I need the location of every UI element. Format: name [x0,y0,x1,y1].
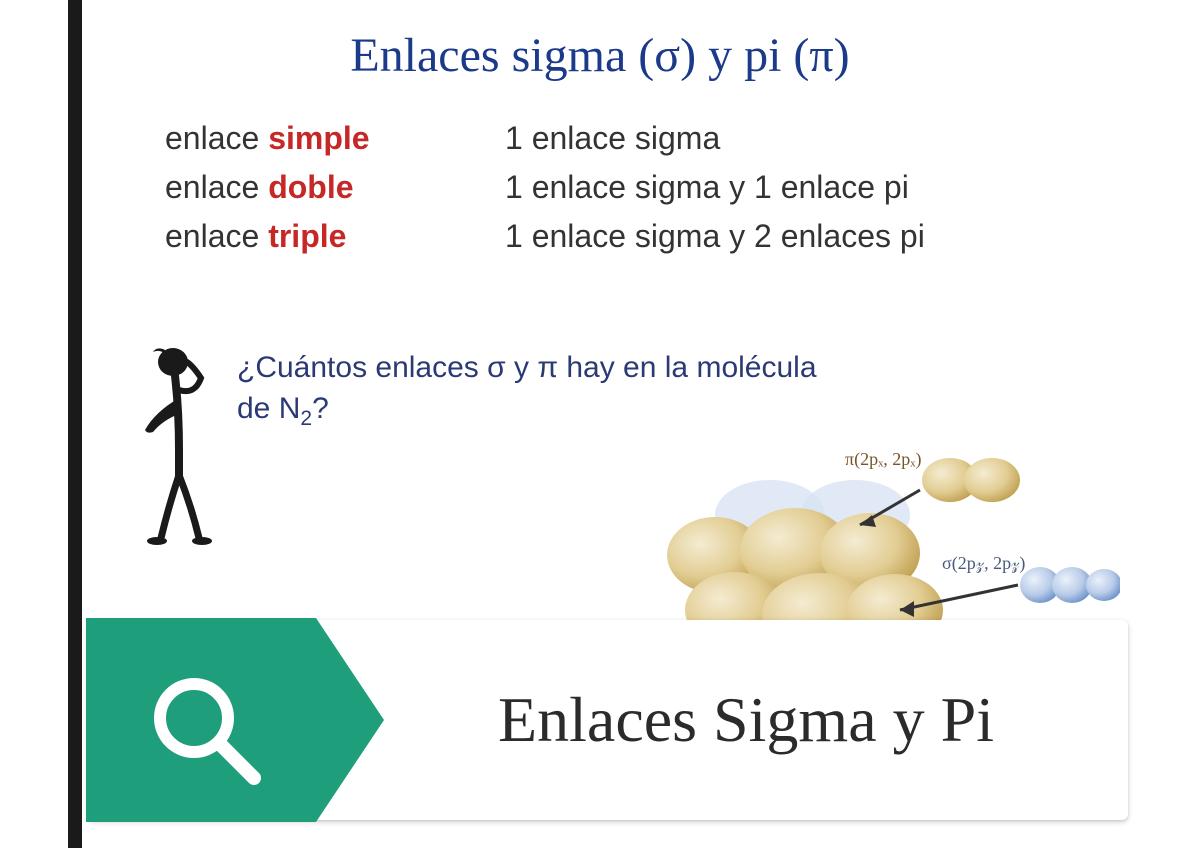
orbital-pi-label: π(2pₓ, 2pₓ) [845,449,922,470]
banner-title: Enlaces Sigma y Pi [368,620,1128,820]
banner-badge [88,620,368,820]
magnifier-icon [146,670,266,790]
bond-label-prefix: enlace [165,218,268,254]
thinking-figure-icon [135,340,225,550]
bond-label-prefix: enlace [165,120,268,156]
table-row: enlace triple 1 enlace sigma y 2 enlaces… [165,218,1065,255]
bond-description: 1 enlace sigma y 1 enlace pi [505,169,909,206]
banner-card: Enlaces Sigma y Pi [88,620,1128,820]
bond-description: 1 enlace sigma y 2 enlaces pi [505,218,925,255]
bond-label-emphasis: simple [268,120,369,156]
bond-label-prefix: enlace [165,169,268,205]
orbital-sigma-label: σ(2p𝓏, 2p𝓏) [942,553,1025,574]
bond-description: 1 enlace sigma [505,120,720,157]
table-row: enlace simple 1 enlace sigma [165,120,1065,157]
table-row: enlace doble 1 enlace sigma y 1 enlace p… [165,169,1065,206]
page-title: Enlaces sigma (σ) y pi (π) [0,28,1200,83]
bond-type-table: enlace simple 1 enlace sigma enlace dobl… [165,120,1065,267]
bond-label-emphasis: triple [268,218,346,254]
question-text: ¿Cuántos enlaces σ y π hay en la molécul… [237,340,835,433]
left-border [68,0,82,848]
bond-label-emphasis: doble [268,169,353,205]
